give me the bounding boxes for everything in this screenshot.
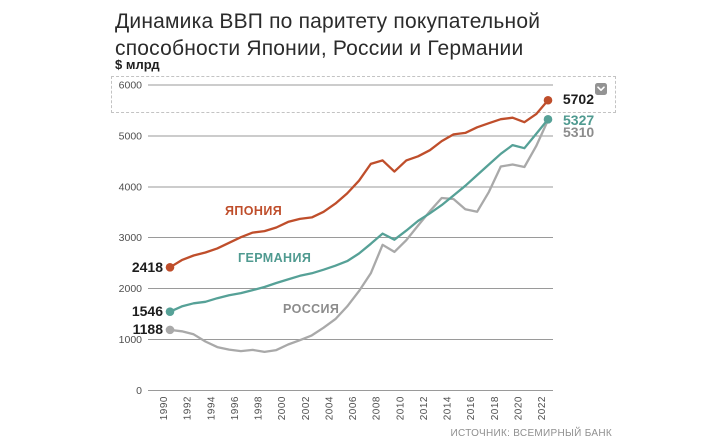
x-tick-label: 1990	[159, 396, 170, 420]
x-tick-label: 2022	[537, 396, 548, 420]
end-dot-ГЕРМАНИЯ	[543, 115, 553, 124]
start-value-germany: 1546	[131, 303, 163, 319]
series-label-japan: ЯПОНИЯ	[225, 204, 283, 218]
x-tick-label: 2010	[395, 396, 406, 420]
source-note: ИСТОЧНИК: ВСЕМИРНЫЙ БАНК	[450, 428, 612, 439]
x-tick-label: 2016	[466, 396, 477, 420]
x-tick-label: 2000	[277, 396, 288, 420]
series-label-russia: РОССИЯ	[283, 302, 340, 316]
y-tick-label: 6000	[119, 80, 143, 92]
series-line-ГЕРМАНИЯ	[168, 118, 550, 313]
y-tick-label: 2000	[119, 283, 143, 295]
x-tick-label: 2006	[348, 396, 359, 420]
start-value-russia: 1188	[132, 321, 163, 337]
end-value-germany: 5327	[563, 112, 595, 128]
collapse-button[interactable]	[595, 83, 607, 95]
y-tick-label: 3000	[119, 232, 143, 244]
start-dot-ГЕРМАНИЯ	[165, 307, 175, 316]
x-tick-label: 1994	[206, 396, 217, 420]
x-tick-label: 2012	[419, 396, 430, 420]
x-tick-label: 2004	[324, 396, 335, 420]
chart-title: Динамика ВВП по паритету покупательной с…	[115, 10, 541, 60]
end-value-japan: 5702	[562, 91, 594, 107]
y-tick-label: 4000	[119, 181, 143, 193]
x-tick-label: 2020	[513, 396, 524, 420]
chevron-down-icon	[597, 86, 605, 91]
series-label-germany: ГЕРМАНИЯ	[238, 251, 312, 265]
start-dot-РОССИЯ	[165, 325, 175, 335]
x-tick-label: 2002	[301, 396, 312, 420]
series-line-ЯПОНИЯ	[168, 99, 550, 269]
y-tick-label: 5000	[119, 130, 143, 142]
start-dot-ЯПОНИЯ	[165, 263, 175, 272]
end-value-russia: 5310	[563, 124, 595, 140]
y-axis-unit-label: $ млрд	[115, 57, 160, 72]
series-line-РОССИЯ	[168, 119, 550, 354]
x-tick-label: 1996	[230, 396, 241, 420]
x-tick-label: 2014	[443, 396, 454, 420]
x-tick-label: 2018	[490, 396, 501, 420]
x-tick-label: 1992	[183, 396, 194, 420]
end-dot-ЯПОНИЯ	[543, 95, 553, 105]
x-tick-label: 2008	[372, 396, 383, 420]
start-value-japan: 2418	[131, 259, 163, 275]
y-tick-label: 1000	[119, 334, 143, 346]
x-tick-label: 1998	[254, 396, 265, 420]
selection-dashed-box	[111, 76, 616, 113]
y-tick-label: 0	[136, 385, 142, 397]
